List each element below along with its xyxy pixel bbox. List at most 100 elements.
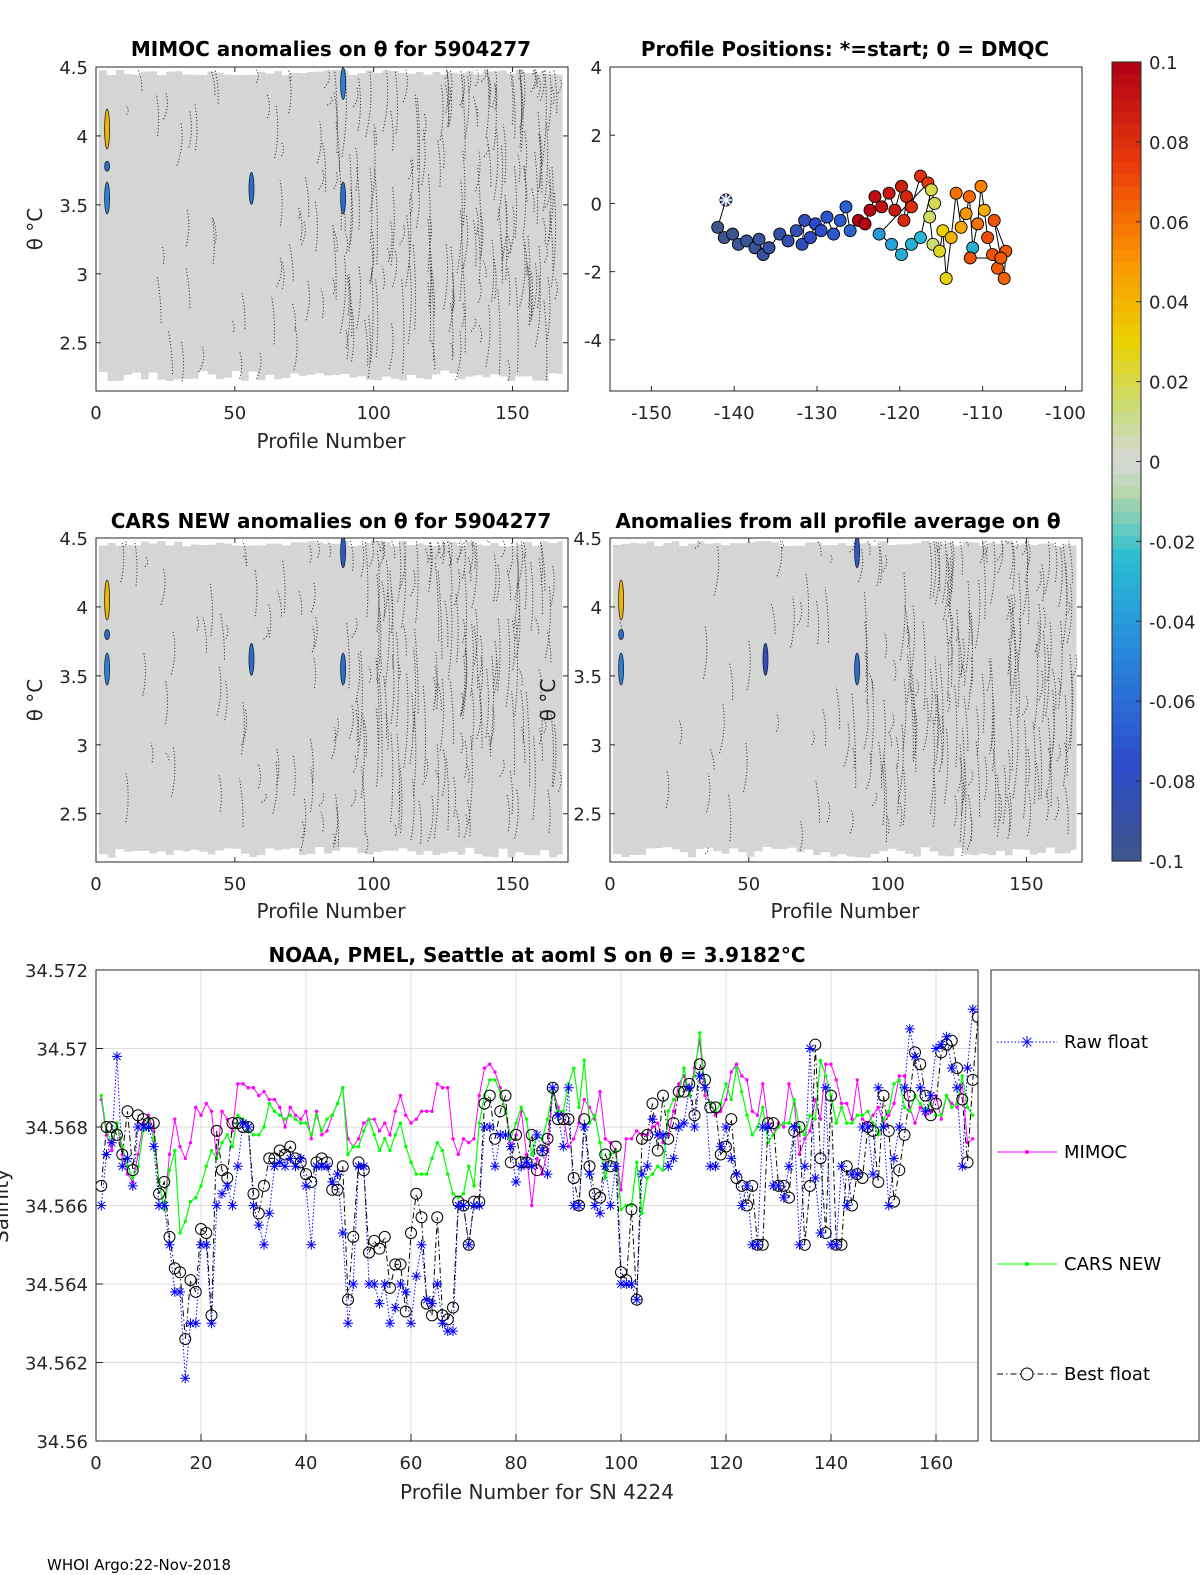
edge-notch-top [490, 538, 500, 543]
field-column [679, 540, 683, 858]
contour-segment [947, 561, 951, 607]
contour-segment [305, 280, 310, 321]
cars-new-point [635, 1160, 639, 1165]
mimoc-point [383, 1121, 387, 1125]
cars-new-point [440, 1148, 445, 1153]
contour-segment [399, 765, 403, 833]
edge-notch-top [506, 67, 516, 74]
edge-notch-top [232, 538, 241, 546]
edge-notch-top [123, 538, 133, 546]
y-tick-label: 4.5 [59, 529, 88, 550]
cars-new-point [661, 1168, 665, 1172]
edge-notch-top [381, 67, 391, 71]
contour-segment [1066, 583, 1073, 643]
edge-notch-top [356, 67, 366, 74]
mimoc-point [299, 1117, 303, 1121]
edge-notch-bottom [415, 854, 425, 862]
contour-segment [346, 273, 350, 315]
edge-notch-bottom [796, 852, 805, 862]
edge-notch-bottom [173, 850, 183, 862]
contour-segment [125, 104, 129, 115]
contour-segment [378, 678, 383, 777]
cars-title: CARS NEW anomalies on θ for 5904277 [111, 509, 552, 533]
raw-float-point [773, 1180, 784, 1191]
x-tick-label: 150 [495, 403, 529, 424]
edge-notch-bottom [1054, 853, 1064, 862]
legend-label-best: Best float [1064, 1364, 1150, 1385]
field-column [226, 540, 230, 858]
edge-notch-bottom [1070, 849, 1080, 862]
contour-segment [297, 205, 301, 219]
edge-notch-bottom [473, 853, 483, 862]
profile-position [971, 217, 985, 231]
edge-notch-top [240, 538, 250, 546]
mimoc-point [871, 1113, 875, 1117]
raw-float-point [511, 1177, 521, 1187]
contour-segment [523, 552, 527, 610]
y-tick-label: 3.5 [59, 667, 88, 688]
colorbar-band [1112, 761, 1141, 775]
average-title: Anomalies from all profile average on θ [615, 509, 1060, 533]
raw-float-point [868, 1169, 878, 1180]
mimoc-point [278, 1105, 282, 1110]
profile-position [944, 231, 958, 244]
field-column [651, 540, 655, 858]
colorbar-band [1112, 386, 1141, 400]
best-float-point [373, 1242, 386, 1255]
contour-segment [254, 568, 258, 617]
edge-notch-bottom [290, 848, 300, 862]
contour-segment [304, 176, 310, 217]
cars-new-point [398, 1121, 403, 1125]
colorbar-band [1112, 798, 1141, 812]
edge-notch-top [98, 67, 108, 71]
contour-segment [356, 165, 360, 230]
best-float-point [263, 1152, 276, 1165]
contour-segment [1027, 790, 1032, 837]
contour-segment [554, 279, 558, 300]
contour-segment [1009, 540, 1014, 579]
colorbar-band [1112, 261, 1141, 275]
contour-segment [216, 666, 222, 716]
contour-segment [522, 163, 527, 238]
contour-segment [461, 75, 466, 159]
cars-new-point [419, 1172, 424, 1176]
edge-notch-top [348, 67, 358, 75]
raw-float-point [778, 1192, 789, 1203]
contour-segment [472, 540, 476, 569]
profile-position [882, 186, 896, 200]
raw-float-point [301, 1180, 311, 1191]
profile-position [897, 214, 911, 227]
cars-new-point [860, 1113, 865, 1117]
edge-notch-bottom [531, 855, 541, 862]
x-tick-label: -130 [797, 403, 838, 424]
field-column [646, 540, 649, 858]
mimoc-point [918, 1105, 922, 1110]
profile-position [833, 214, 847, 227]
edge-notch-bottom [348, 847, 358, 862]
contour-segment [719, 703, 725, 754]
contour-segment [480, 69, 487, 82]
raw-float-point [285, 1153, 296, 1164]
mimoc-point [209, 1109, 214, 1114]
contour-segment [176, 122, 183, 166]
edge-notch-bottom [107, 380, 116, 391]
field-column [204, 69, 208, 382]
contour-segment [308, 543, 312, 563]
field-column [198, 69, 202, 382]
cars-new-point [572, 1066, 576, 1070]
edge-notch-top [1045, 538, 1055, 544]
contour-segment [1048, 706, 1055, 771]
edge-notch-top [398, 67, 408, 73]
raw-float-point [904, 1023, 915, 1034]
salinity-title: NOAA, PMEL, Seattle at aoml S on θ = 3.9… [268, 943, 805, 967]
contour-segment [903, 604, 908, 634]
field-column [120, 540, 124, 858]
profile-position [789, 224, 803, 238]
cars-new-point [939, 1113, 943, 1117]
y-tick-label: 34.564 [25, 1275, 88, 1296]
cars-new-point [456, 1195, 460, 1200]
cars-new-point [351, 1144, 355, 1149]
edge-notch-bottom [373, 852, 383, 862]
raw-float-point [138, 1122, 149, 1132]
